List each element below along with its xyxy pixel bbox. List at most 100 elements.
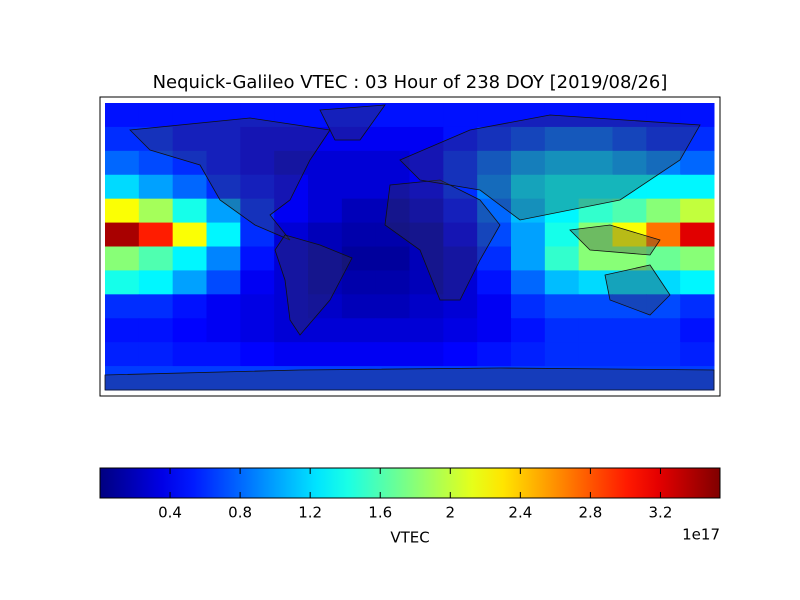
cell <box>511 342 546 367</box>
colorbar-tick-label: 1.6 <box>368 504 392 522</box>
cell <box>240 103 275 128</box>
cell <box>172 318 207 343</box>
cell <box>646 366 681 391</box>
cell <box>138 294 174 319</box>
cell <box>105 103 140 128</box>
cell <box>138 318 174 343</box>
cell <box>612 103 647 128</box>
cell <box>544 126 580 152</box>
cell <box>578 126 613 152</box>
cell <box>308 174 343 200</box>
cell <box>578 366 613 391</box>
cell <box>375 126 410 152</box>
cell <box>511 318 546 343</box>
cell <box>206 366 241 391</box>
cell <box>341 318 377 343</box>
cell <box>375 342 410 367</box>
cell <box>680 270 715 295</box>
cell <box>409 294 444 319</box>
cell <box>443 222 478 247</box>
cell <box>172 174 207 200</box>
cell <box>172 126 207 152</box>
australia <box>604 264 671 316</box>
cell <box>274 270 309 295</box>
cell <box>443 150 478 176</box>
cell <box>138 270 174 295</box>
cell <box>544 366 580 391</box>
cell <box>274 103 309 128</box>
cell <box>308 318 343 343</box>
cell <box>477 270 512 295</box>
cell <box>443 270 478 295</box>
cell <box>477 126 512 152</box>
cell <box>240 318 275 343</box>
cell <box>544 150 580 176</box>
cell <box>511 222 546 247</box>
cell <box>680 126 715 152</box>
cell <box>646 198 681 224</box>
cell <box>612 294 647 319</box>
cell <box>375 246 410 271</box>
cell <box>105 222 140 247</box>
cell <box>544 174 580 200</box>
cell <box>240 150 275 176</box>
cell <box>544 246 580 271</box>
cell <box>375 222 410 247</box>
cell <box>409 150 444 176</box>
cell <box>105 174 140 200</box>
cell <box>612 150 647 176</box>
cell <box>680 294 715 319</box>
cell <box>511 270 546 295</box>
cell <box>240 270 275 295</box>
cell <box>240 294 275 319</box>
cell <box>341 222 377 247</box>
cell <box>544 270 580 295</box>
cell <box>341 150 377 176</box>
cell <box>206 103 241 128</box>
cell <box>138 366 174 391</box>
cell <box>172 198 207 224</box>
cell <box>105 150 140 176</box>
cell <box>477 150 512 176</box>
cell <box>409 222 444 247</box>
indonesia <box>569 224 661 256</box>
cell <box>274 174 309 200</box>
cell <box>477 174 512 200</box>
cell <box>105 318 140 343</box>
eurasia <box>399 114 701 221</box>
cell <box>240 366 275 391</box>
cell <box>172 246 207 271</box>
cell <box>138 342 174 367</box>
cell <box>240 342 275 367</box>
cell <box>138 174 174 200</box>
colorbar <box>99 467 721 499</box>
cell <box>612 198 647 224</box>
africa <box>384 179 501 301</box>
cell <box>680 103 715 128</box>
cell <box>477 246 512 271</box>
heatmap <box>105 103 715 391</box>
colorbar-tick-label: 2.4 <box>508 504 532 522</box>
cell <box>341 198 377 224</box>
cell <box>375 366 410 391</box>
cell <box>409 270 444 295</box>
cell <box>612 318 647 343</box>
cell <box>274 198 309 224</box>
cell <box>206 150 241 176</box>
cell <box>172 270 207 295</box>
cell <box>680 198 715 224</box>
cell <box>274 126 309 152</box>
cell <box>680 342 715 367</box>
chart-title: Nequick-Galileo VTEC : 03 Hour of 238 DO… <box>153 72 668 93</box>
cell <box>375 318 410 343</box>
map-frame <box>99 96 721 397</box>
cell <box>511 150 546 176</box>
cell <box>443 198 478 224</box>
cell <box>308 198 343 224</box>
cell <box>341 366 377 391</box>
cell <box>680 150 715 176</box>
cell <box>341 126 377 152</box>
cell <box>409 366 444 391</box>
colorbar-tick-label: 0.8 <box>228 504 252 522</box>
cell <box>578 174 613 200</box>
